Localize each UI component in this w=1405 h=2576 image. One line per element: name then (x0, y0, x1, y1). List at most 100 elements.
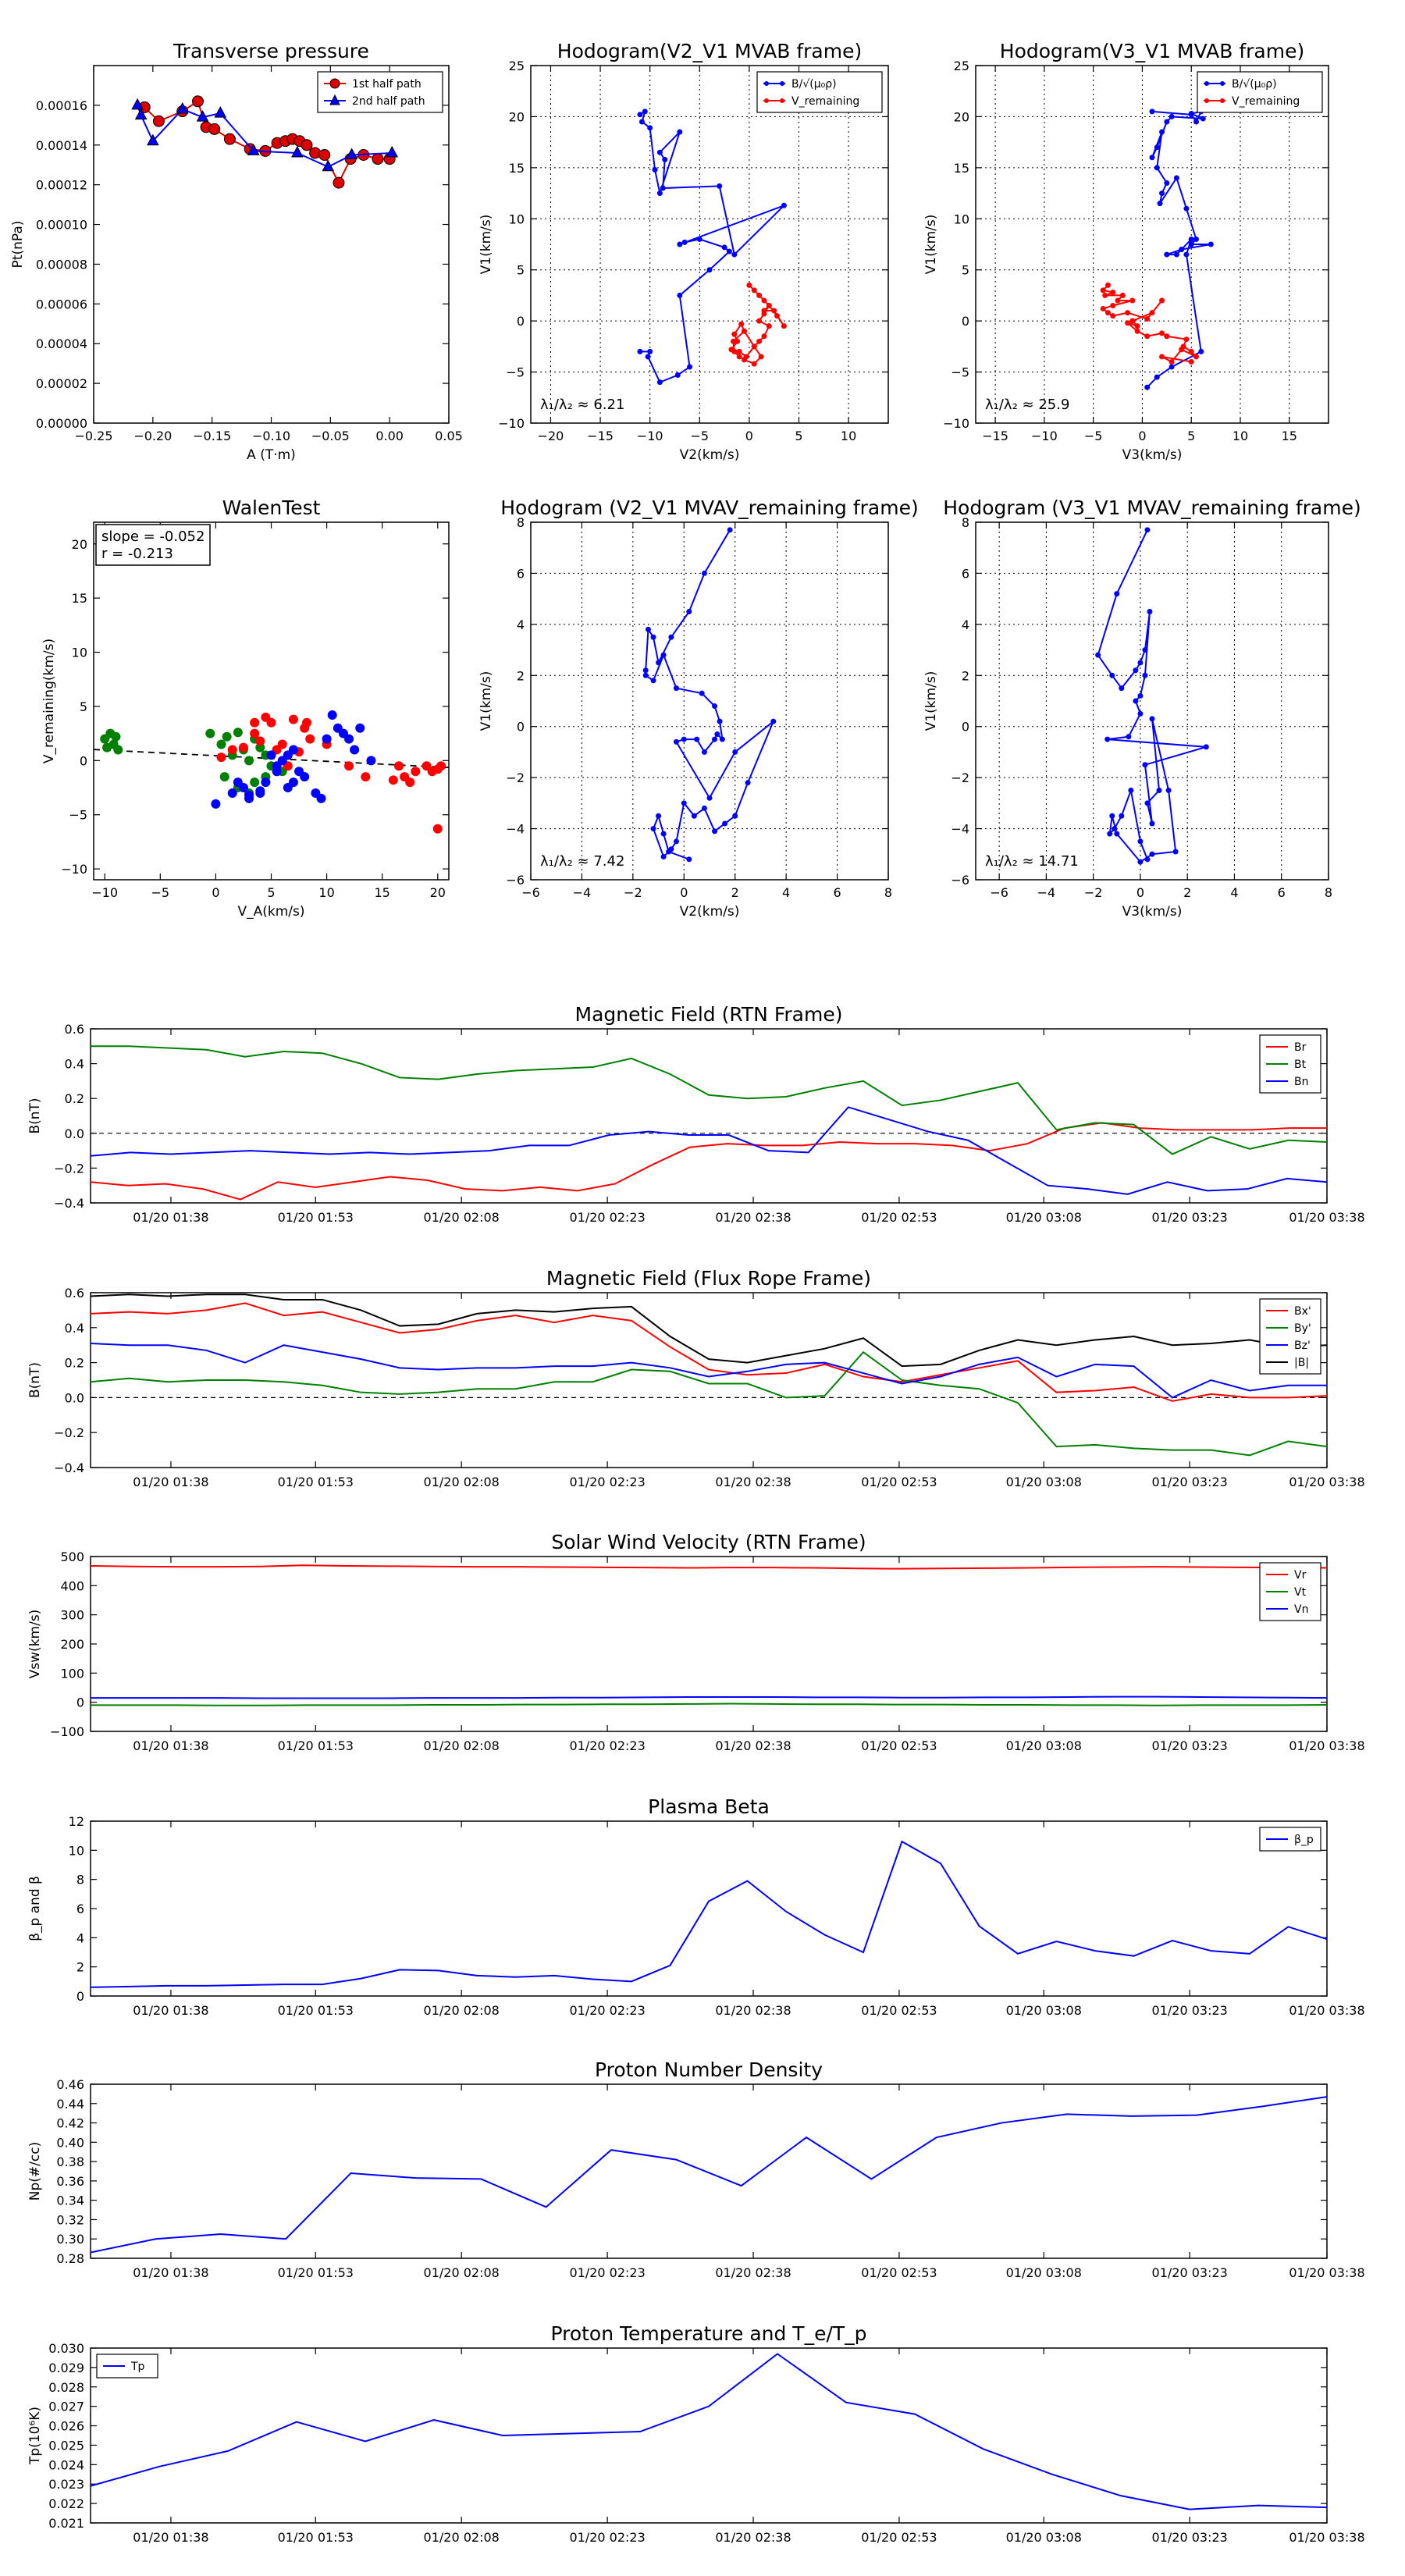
y-axis-label: V1(km/s) (923, 671, 939, 731)
x-tick-label: −20 (538, 429, 564, 443)
x-tick-label: −4 (1037, 885, 1056, 900)
y-tick-label: 0.021 (48, 2516, 84, 2531)
x-tick-label: 01/20 02:38 (715, 2530, 791, 2545)
x-tick-label: 01/20 02:08 (424, 1210, 500, 1225)
data-point (1144, 316, 1151, 322)
data-point (721, 244, 727, 251)
data-point (742, 328, 748, 334)
data-point (1165, 788, 1172, 793)
data-point (1164, 251, 1170, 258)
y-tick-label: −100 (50, 1724, 84, 1739)
eigenvalue-ratio-label: λ₁/λ₂ ≈ 14.71 (985, 853, 1079, 870)
panel-title: Hodogram(V3_V1 MVAB frame) (1000, 40, 1304, 62)
data-point (735, 338, 741, 344)
data-point (318, 149, 331, 161)
data-point (1119, 292, 1126, 298)
data-point (706, 267, 713, 273)
data-point (233, 777, 243, 788)
y-tick-label: 12 (69, 1814, 84, 1829)
data-point (652, 166, 658, 173)
y-tick-label: 0.6 (65, 1022, 84, 1037)
y-tick-label: 6 (76, 1902, 84, 1916)
y-tick-label: 10 (509, 212, 525, 226)
y-tick-label: 0.027 (48, 2400, 84, 2414)
data-point (344, 761, 354, 771)
x-tick-label: 01/20 02:23 (569, 1210, 645, 1225)
y-tick-label: 0.4 (65, 1057, 84, 1072)
x-tick-label: 01/20 02:08 (424, 1475, 500, 1489)
data-point (732, 749, 738, 755)
panel-title: Proton Number Density (595, 2058, 823, 2081)
legend-label: 2nd half path (352, 95, 425, 108)
x-tick-label: 10 (318, 885, 334, 900)
data-point (717, 718, 723, 724)
legend-marker (780, 98, 784, 103)
data-point (731, 331, 738, 337)
x-tick-label: −5 (690, 429, 709, 443)
data-point (751, 343, 757, 350)
data-point (706, 795, 713, 801)
panel-h1: −20 −15 −10 −5 0 5 10 −10 −5 0 5 10 15 20 25 Hodogram(V… (478, 40, 889, 463)
data-point (113, 745, 123, 755)
data-point (1137, 660, 1144, 666)
data-point (1110, 290, 1116, 296)
data-point (309, 147, 322, 159)
y-tick-label: −0.4 (54, 1196, 84, 1211)
data-point (1164, 180, 1170, 186)
data-point (751, 361, 757, 367)
legend-marker (1220, 98, 1225, 103)
y-tick-label: −5 (506, 365, 525, 380)
data-point (1172, 849, 1179, 855)
x-tick-label: 6 (1278, 885, 1286, 900)
data-point (1188, 236, 1194, 242)
data-point (1159, 297, 1165, 304)
data-point (300, 772, 310, 782)
y-tick-label: −0.4 (54, 1461, 84, 1475)
x-tick-label: 01/20 02:53 (861, 2530, 937, 2545)
data-point (1119, 813, 1125, 819)
data-point (731, 338, 737, 344)
x-tick-label: 01/20 01:38 (133, 2530, 208, 2545)
data-point (1100, 287, 1106, 294)
data-point (712, 828, 718, 834)
data-point (1129, 297, 1136, 304)
data-point (291, 145, 304, 158)
data-point (742, 357, 748, 363)
data-point (656, 379, 663, 386)
data-point (1110, 313, 1116, 319)
x-tick-label: 01/20 01:53 (278, 2265, 354, 2280)
panel-title: Hodogram (V3_V1 MVAV_remaining frame) (943, 496, 1361, 519)
y-tick-label: 0.4 (65, 1321, 84, 1336)
eigenvalue-ratio-label: λ₁/λ₂ ≈ 25.9 (985, 397, 1069, 413)
y-tick-label: 10 (69, 1843, 84, 1858)
legend-frame (1259, 1562, 1321, 1621)
x-tick-label: −0.05 (311, 429, 350, 443)
y-axis-label: Pt(nPa) (10, 221, 26, 269)
data-point (1110, 303, 1116, 309)
data-point (696, 236, 702, 242)
data-point (219, 772, 229, 782)
legend-frame (1197, 71, 1323, 113)
data-point (272, 767, 282, 777)
data-point (152, 115, 165, 127)
data-layer (1095, 527, 1209, 865)
y-axis-label: Tp(10⁶K) (27, 2407, 43, 2465)
y-tick-label: 0.6 (65, 1286, 84, 1300)
series--p-line (91, 1840, 1327, 1988)
y-tick-label: −6 (506, 873, 525, 888)
x-tick-label: 01/20 02:23 (569, 1475, 645, 1489)
x-tick-label: 01/20 03:23 (1152, 2530, 1228, 2545)
data-point (255, 742, 265, 753)
data-point (211, 799, 221, 809)
data-point (660, 652, 667, 658)
data-point (761, 311, 767, 317)
y-tick-label: 0.00008 (36, 257, 87, 272)
data-point (1188, 241, 1194, 247)
y-tick-label: 0 (962, 720, 969, 735)
x-tick-label: 01/20 02:53 (861, 1210, 937, 1225)
y-tick-label: 2 (517, 668, 525, 683)
legend-label: Br (1294, 1041, 1307, 1054)
data-point (642, 109, 648, 115)
data-point (645, 626, 651, 632)
eigenvalue-ratio-label: λ₁/λ₂ ≈ 7.42 (540, 853, 624, 870)
